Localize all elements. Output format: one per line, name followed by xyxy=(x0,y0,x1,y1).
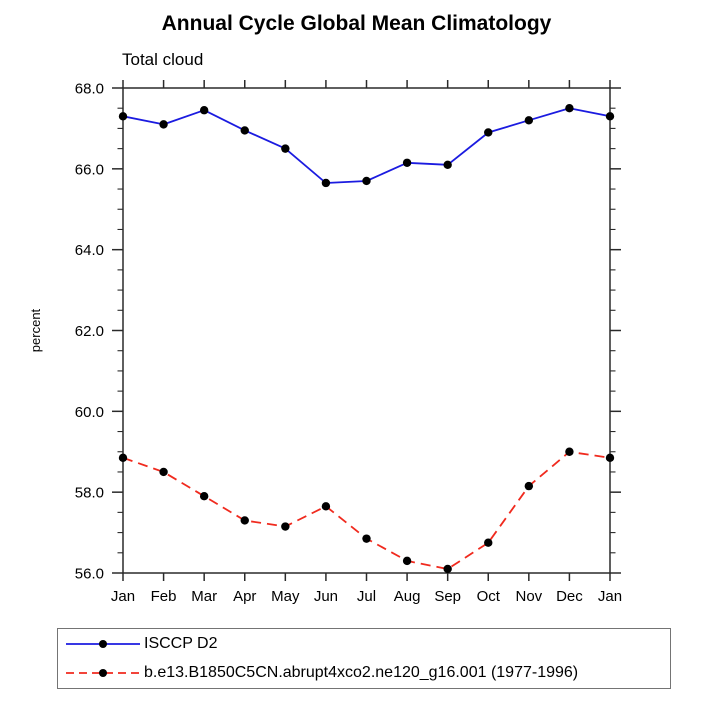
data-point-marker xyxy=(159,120,168,129)
data-point-marker xyxy=(362,534,371,543)
x-axis-tick-label: Dec xyxy=(556,588,583,605)
data-point-marker xyxy=(484,538,493,547)
data-point-marker xyxy=(443,564,452,574)
x-axis-tick-label: Jun xyxy=(314,588,338,605)
data-point-marker xyxy=(199,492,209,501)
data-point-marker xyxy=(443,160,452,169)
legend-solid-line-sample xyxy=(66,640,140,649)
y-axis-tick-label: 58.0 xyxy=(75,485,104,502)
legend-label-observation: ISCCP D2 xyxy=(144,635,218,653)
x-axis-tick-label: Jan xyxy=(111,588,135,605)
x-axis-tick-label: Apr xyxy=(233,588,256,605)
data-point-marker xyxy=(524,116,534,125)
data-point-marker xyxy=(159,467,168,477)
data-point-marker xyxy=(402,556,412,566)
y-axis-tick-label: 68.0 xyxy=(75,81,104,98)
data-point-marker xyxy=(605,453,615,463)
data-point-marker xyxy=(402,158,412,167)
legend-box: ISCCP D2 b.e13.B1850C5CN.abrupt4xco2.ne1… xyxy=(57,628,671,689)
data-point-marker xyxy=(524,481,534,491)
series-line-1 xyxy=(122,450,611,570)
data-point-marker xyxy=(199,106,209,115)
x-axis-tick-label: Jan xyxy=(598,588,622,605)
chart-title: Annual Cycle Global Mean Climatology xyxy=(161,12,552,35)
x-axis-tick-label: Mar xyxy=(191,588,217,605)
x-axis-tick-label: Feb xyxy=(151,588,177,605)
data-point-marker xyxy=(605,112,615,121)
plot-frame xyxy=(122,87,611,574)
data-point-marker xyxy=(118,453,128,463)
y-axis-tick-label: 56.0 xyxy=(75,566,104,583)
data-point-marker xyxy=(240,516,249,525)
data-point-marker xyxy=(281,522,290,531)
data-point-marker xyxy=(362,176,371,186)
legend-dashed-line-sample xyxy=(66,668,140,677)
chart-subtitle: Total cloud xyxy=(122,50,204,69)
x-axis-tick-label: Jul xyxy=(357,588,376,605)
y-axis-tick-label: 62.0 xyxy=(75,323,104,340)
y-axis-tick-label: 66.0 xyxy=(75,161,104,178)
data-point-marker xyxy=(240,126,249,135)
data-point-marker xyxy=(484,128,493,137)
x-axis-tick-label: Oct xyxy=(477,588,501,605)
data-point-marker xyxy=(321,178,331,188)
x-axis-tick-label: May xyxy=(271,588,300,605)
y-axis-title: percent xyxy=(28,308,43,352)
legend-label-model: b.e13.B1850C5CN.abrupt4xco2.ne120_g16.00… xyxy=(144,663,579,681)
y-axis-tick-label: 64.0 xyxy=(75,242,104,259)
x-axis-tick-label: Aug xyxy=(394,588,421,605)
data-point-marker xyxy=(321,502,331,511)
legend-item-model: b.e13.B1850C5CN.abrupt4xco2.ne120_g16.00… xyxy=(64,660,670,686)
data-point-marker xyxy=(118,112,128,121)
series-line-0 xyxy=(122,107,611,184)
data-point-marker xyxy=(565,447,574,456)
legend-item-observation: ISCCP D2 xyxy=(64,631,670,657)
x-axis-tick-label: Sep xyxy=(434,588,461,605)
x-axis-tick-label: Nov xyxy=(515,588,542,605)
y-axis-tick-label: 60.0 xyxy=(75,404,104,421)
data-point-marker xyxy=(565,104,574,113)
data-point-marker xyxy=(281,144,290,153)
